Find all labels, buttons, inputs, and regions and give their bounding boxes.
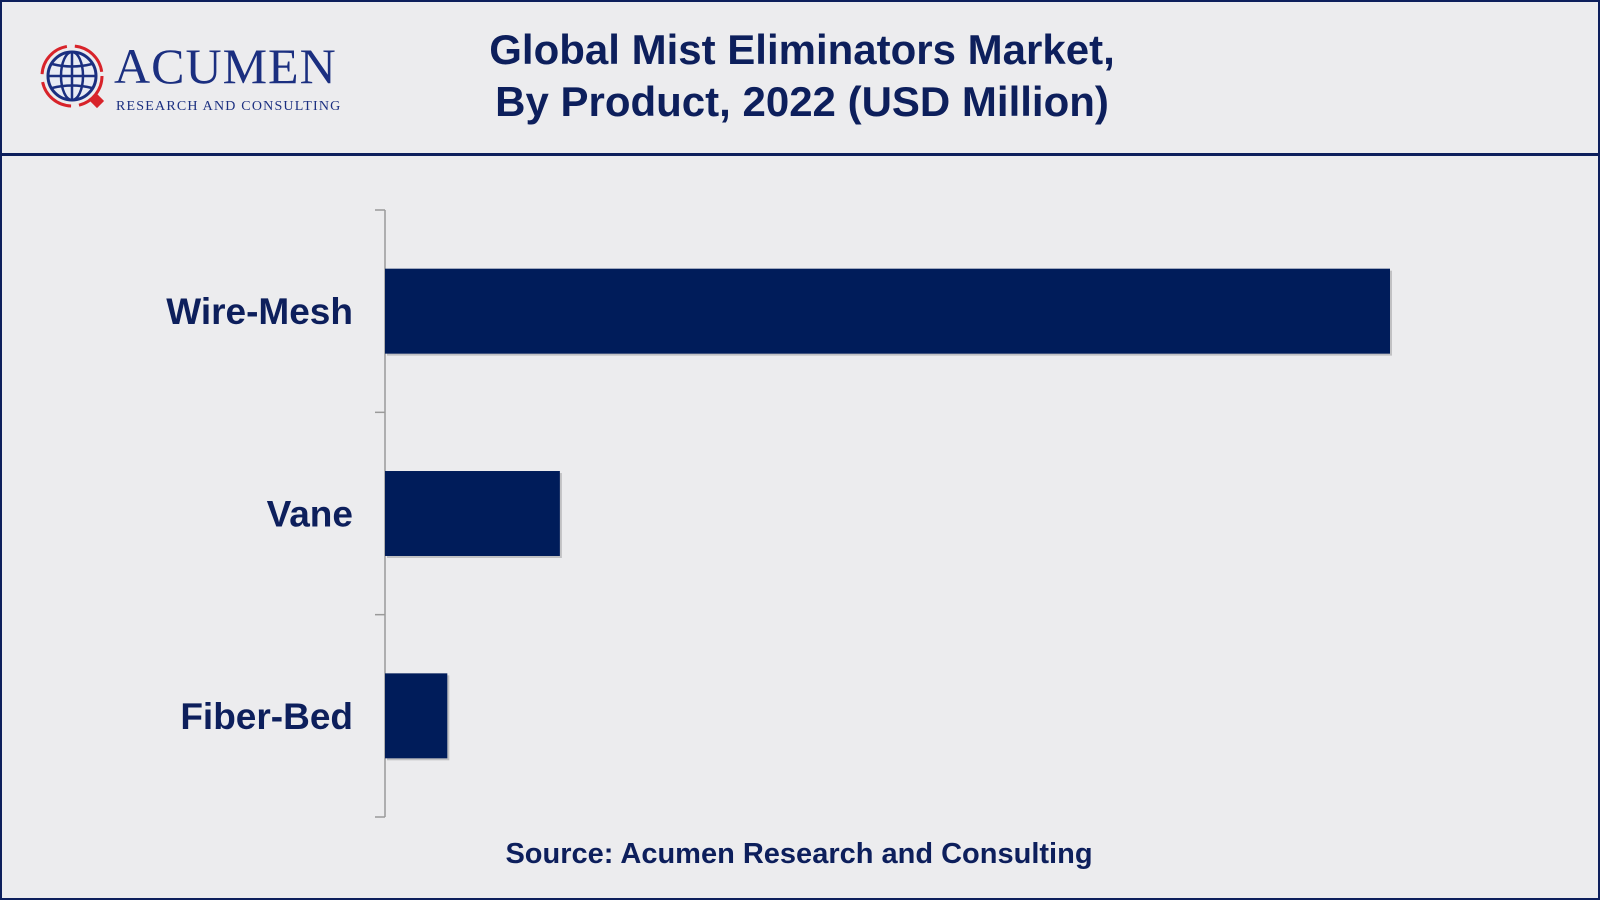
title-line-1: Global Mist Eliminators Market, xyxy=(489,26,1115,73)
category-label: Wire-Mesh xyxy=(166,291,353,332)
bar-fiber-bed xyxy=(385,673,448,759)
category-label: Vane xyxy=(267,494,353,535)
logo-name: ACUMEN xyxy=(114,38,337,94)
logo-tagline: RESEARCH AND CONSULTING xyxy=(116,99,342,114)
source-note: Source: Acumen Research and Consulting xyxy=(505,838,1093,870)
bar-vane xyxy=(385,471,560,556)
title-line-2: By Product, 2022 (USD Million) xyxy=(495,78,1109,125)
header: ACUMEN RESEARCH AND CONSULTING Global Mi… xyxy=(2,2,1598,156)
globe-icon xyxy=(40,44,105,109)
bar-wire-mesh xyxy=(385,268,1390,354)
category-label: Fiber-Bed xyxy=(180,696,353,737)
chart-title: Global Mist Eliminators Market, By Produ… xyxy=(402,24,1202,128)
acumen-logo: ACUMEN RESEARCH AND CONSULTING xyxy=(34,36,374,116)
